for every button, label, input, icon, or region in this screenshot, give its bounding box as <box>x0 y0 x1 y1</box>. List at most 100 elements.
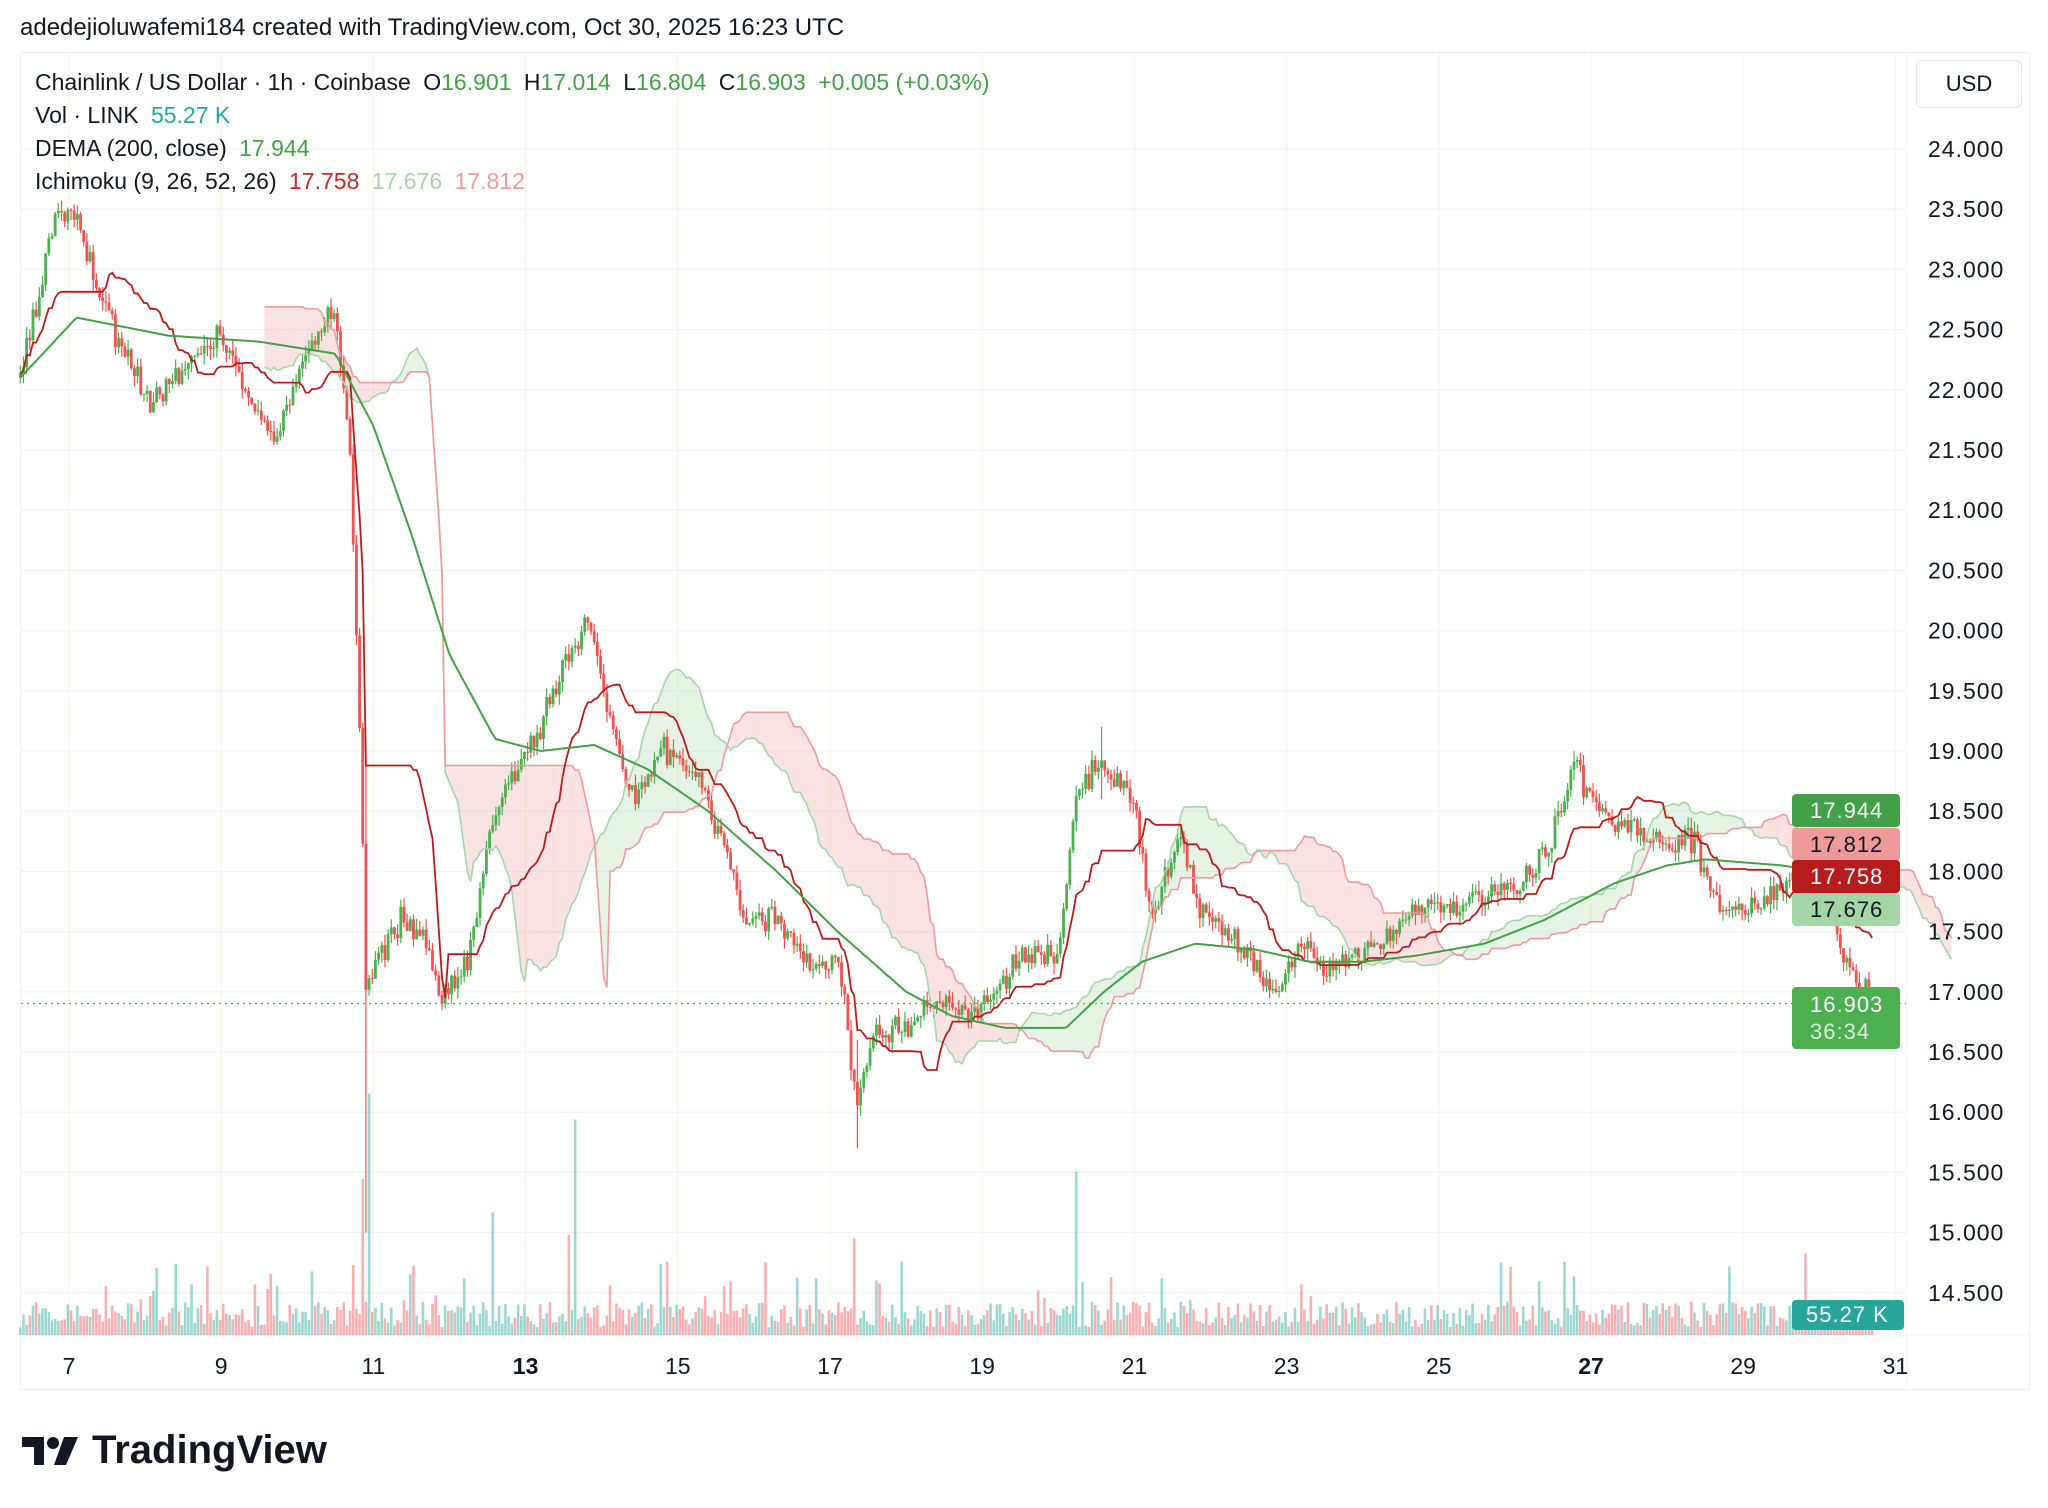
candle-body <box>687 771 691 773</box>
candle-body <box>1658 831 1662 843</box>
candle <box>237 358 241 374</box>
currency-selector[interactable]: USD <box>1916 60 2022 108</box>
candle-body <box>1747 913 1750 915</box>
candle <box>922 995 926 1021</box>
volume-bar <box>1198 1322 1202 1335</box>
cloud-segment <box>1405 912 1410 962</box>
cloud-segment <box>572 765 576 905</box>
volume-bar <box>1743 1310 1747 1335</box>
candle <box>285 395 289 416</box>
candle <box>615 726 618 746</box>
candle-body <box>1039 952 1043 955</box>
candle-body <box>1106 770 1110 775</box>
candle <box>1299 936 1303 953</box>
volume-bar <box>884 1317 888 1335</box>
x-tick-label: 15 <box>665 1353 691 1379</box>
cloud-segment <box>911 858 915 953</box>
candle-body <box>1112 779 1116 787</box>
candle-body <box>592 631 596 643</box>
candle-body <box>1185 844 1189 868</box>
candle <box>418 921 422 937</box>
candle-body <box>1540 847 1544 849</box>
candle-body <box>754 916 758 919</box>
volume-bar <box>500 1323 504 1335</box>
volume-bar <box>402 1300 406 1335</box>
volume-bar <box>1242 1314 1246 1335</box>
candle-body <box>1743 910 1747 915</box>
candle <box>1480 889 1484 916</box>
candle <box>1268 972 1272 999</box>
candle <box>1525 862 1528 889</box>
candle-body <box>1284 973 1287 985</box>
candle-body <box>240 372 244 390</box>
legend-ichimoku-row[interactable]: Ichimoku (9, 26, 52, 26) 17.758 17.676 1… <box>35 165 996 198</box>
volume-bar <box>599 1327 602 1335</box>
volume-bar <box>1521 1306 1525 1335</box>
candle-body <box>1439 902 1443 913</box>
cloud-segment <box>410 351 414 372</box>
candle-body <box>928 1006 932 1008</box>
volume-bar <box>1211 1322 1214 1335</box>
span-b-price-badge: 17.812 <box>1792 828 1900 861</box>
cloud-segment <box>670 670 674 813</box>
cloud-segment <box>1294 845 1299 883</box>
volume-bar <box>212 1320 216 1335</box>
candle <box>843 983 847 1004</box>
cloud-segment <box>584 794 588 874</box>
volume-bar <box>735 1310 739 1335</box>
volume-bar <box>1464 1309 1468 1335</box>
candle <box>383 934 387 968</box>
volume-bar <box>1661 1303 1665 1335</box>
candle <box>288 399 292 414</box>
volume-bar <box>1750 1306 1753 1335</box>
candle-body <box>703 787 707 791</box>
candle-body <box>1721 909 1725 912</box>
candle <box>1087 765 1091 791</box>
candle <box>1762 886 1766 911</box>
cloud-segment <box>901 853 905 948</box>
legend-dema-row[interactable]: DEMA (200, close) 17.944 <box>35 132 996 165</box>
candle-body <box>504 784 507 798</box>
candle-body <box>1518 890 1522 895</box>
volume-bar <box>155 1267 158 1335</box>
cloud-segment <box>1145 919 1150 961</box>
volume-bar <box>279 1320 282 1335</box>
volume-bar <box>1059 1315 1062 1335</box>
candle <box>1670 842 1674 853</box>
volume-bar <box>304 1311 307 1335</box>
volume-bar <box>1303 1309 1306 1335</box>
candle <box>1077 788 1081 801</box>
open-label: O <box>423 69 442 95</box>
candle-body <box>713 820 717 834</box>
volume-bar <box>573 1119 577 1335</box>
volume-bar <box>906 1318 910 1335</box>
volume-bar <box>779 1309 783 1335</box>
cloud-segment <box>1326 846 1330 922</box>
volume-bar <box>1287 1326 1290 1335</box>
cloud-segment <box>1783 814 1787 847</box>
candle <box>1090 750 1094 792</box>
candle-body <box>510 771 514 784</box>
volume-bar <box>570 1309 574 1335</box>
legend-volume-row[interactable]: Vol · LINK 55.27 K <box>35 99 996 132</box>
candle <box>557 675 561 705</box>
symbol-title[interactable]: Chainlink / US Dollar · 1h · Coinbase <box>35 69 411 95</box>
candle-body <box>986 995 989 1002</box>
candle <box>218 320 222 337</box>
candle <box>722 830 726 848</box>
candle <box>840 955 843 997</box>
tradingview-logo[interactable]: TradingView <box>22 1428 327 1473</box>
cloud-segment <box>939 959 944 1043</box>
cloud-segment <box>825 769 829 856</box>
candle <box>792 928 796 954</box>
open-value: 16.901 <box>441 69 512 95</box>
volume-bar <box>374 1307 377 1335</box>
candle <box>1613 824 1617 837</box>
candle-body <box>1414 904 1417 915</box>
volume-bar <box>1125 1315 1129 1335</box>
volume-bar <box>453 1312 457 1335</box>
cloud-segment <box>610 813 614 871</box>
cloud-segment <box>860 834 864 896</box>
volume-bar <box>1312 1324 1316 1335</box>
